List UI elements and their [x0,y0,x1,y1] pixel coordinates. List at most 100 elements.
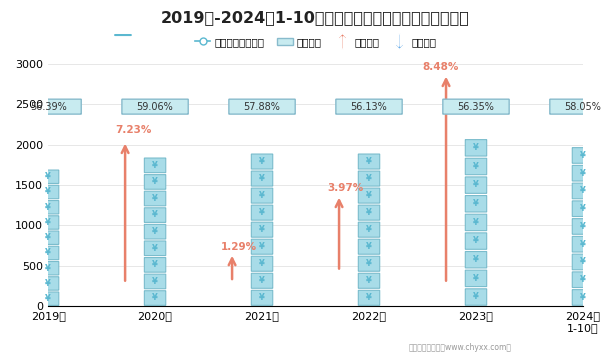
Text: ¥: ¥ [259,259,265,268]
Text: ¥: ¥ [473,162,479,171]
FancyBboxPatch shape [358,205,380,220]
Text: ¥: ¥ [152,227,158,236]
FancyBboxPatch shape [251,154,273,169]
FancyBboxPatch shape [465,158,487,175]
Text: ¥: ¥ [259,225,265,234]
Text: 56.35%: 56.35% [457,102,495,112]
Title: 2019年-2024年1-10月湖北省累计原保险保费收入统计图: 2019年-2024年1-10月湖北省累计原保险保费收入统计图 [161,10,470,25]
FancyBboxPatch shape [251,188,273,203]
Text: ¥: ¥ [152,293,158,302]
Text: ¥: ¥ [473,218,479,227]
Text: ¥: ¥ [473,199,479,208]
Text: ¥: ¥ [473,274,479,283]
Text: ¥: ¥ [152,244,158,253]
FancyBboxPatch shape [144,224,166,239]
Text: ¥: ¥ [152,260,158,269]
FancyBboxPatch shape [144,175,166,189]
Legend: 累计保费（亿元）, 寿险占比, 同比增加, 同比减少: 累计保费（亿元）, 寿险占比, 同比增加, 同比减少 [191,33,441,51]
FancyBboxPatch shape [251,256,273,271]
FancyBboxPatch shape [572,183,594,199]
FancyBboxPatch shape [572,166,594,181]
FancyBboxPatch shape [358,171,380,186]
Text: ¥: ¥ [259,293,265,302]
Text: 56.13%: 56.13% [350,102,388,112]
Text: ¥: ¥ [45,294,51,303]
Text: ¥: ¥ [366,293,372,302]
Text: ¥: ¥ [152,161,158,170]
Text: ¥: ¥ [259,276,265,285]
Text: ¥: ¥ [152,210,158,219]
FancyBboxPatch shape [358,290,380,305]
FancyBboxPatch shape [251,273,273,288]
FancyBboxPatch shape [465,140,487,156]
FancyBboxPatch shape [15,99,81,114]
Text: ¥: ¥ [259,191,265,200]
FancyBboxPatch shape [37,200,59,214]
Text: ¥: ¥ [45,203,51,211]
Text: ¥: ¥ [259,157,265,166]
Text: 57.88%: 57.88% [243,102,281,112]
FancyBboxPatch shape [358,239,380,254]
FancyBboxPatch shape [358,154,380,169]
FancyBboxPatch shape [465,214,487,231]
FancyBboxPatch shape [144,257,166,272]
Text: ¥: ¥ [366,276,372,285]
Text: ¥: ¥ [580,151,586,160]
Text: 7.23%: 7.23% [115,125,152,135]
Text: ¥: ¥ [580,275,586,284]
Text: ¥: ¥ [45,233,51,242]
Text: ¥: ¥ [366,259,372,268]
Text: 8.48%: 8.48% [423,62,459,72]
FancyBboxPatch shape [572,236,594,252]
FancyBboxPatch shape [37,216,59,229]
Text: ¥: ¥ [45,187,51,197]
FancyBboxPatch shape [465,289,487,305]
Text: ¥: ¥ [366,157,372,166]
FancyBboxPatch shape [251,239,273,254]
FancyBboxPatch shape [358,256,380,271]
FancyBboxPatch shape [37,292,59,305]
Text: ¥: ¥ [580,222,586,231]
FancyBboxPatch shape [251,290,273,305]
Text: ¥: ¥ [473,236,479,245]
Text: ¥: ¥ [473,255,479,264]
FancyBboxPatch shape [572,290,594,305]
Text: ¥: ¥ [152,194,158,203]
Text: ¥: ¥ [259,174,265,183]
FancyBboxPatch shape [37,277,59,290]
Text: ¥: ¥ [580,204,586,213]
FancyBboxPatch shape [443,99,509,114]
FancyBboxPatch shape [251,171,273,186]
Text: ¥: ¥ [366,208,372,217]
Text: ¥: ¥ [366,174,372,183]
Text: ¥: ¥ [45,263,51,273]
Text: ¥: ¥ [473,292,479,301]
Text: 3.97%: 3.97% [328,183,364,193]
FancyBboxPatch shape [144,158,166,173]
FancyBboxPatch shape [122,99,188,114]
FancyBboxPatch shape [37,262,59,275]
FancyBboxPatch shape [465,177,487,193]
Text: ¥: ¥ [366,242,372,251]
FancyBboxPatch shape [550,99,601,114]
Text: ¥: ¥ [580,240,586,248]
Text: ¥: ¥ [45,172,51,181]
FancyBboxPatch shape [572,201,594,216]
Text: ¥: ¥ [45,248,51,257]
Text: ¥: ¥ [580,257,586,266]
FancyBboxPatch shape [358,222,380,237]
FancyBboxPatch shape [144,274,166,289]
FancyBboxPatch shape [37,231,59,245]
FancyBboxPatch shape [251,222,273,237]
FancyBboxPatch shape [37,185,59,199]
FancyBboxPatch shape [572,148,594,163]
Text: ¥: ¥ [580,293,586,302]
FancyBboxPatch shape [465,270,487,287]
FancyBboxPatch shape [358,188,380,203]
Text: ¥: ¥ [366,191,372,200]
FancyBboxPatch shape [144,191,166,206]
FancyBboxPatch shape [572,219,594,234]
FancyBboxPatch shape [358,273,380,288]
FancyBboxPatch shape [37,246,59,260]
Text: ¥: ¥ [45,218,51,227]
